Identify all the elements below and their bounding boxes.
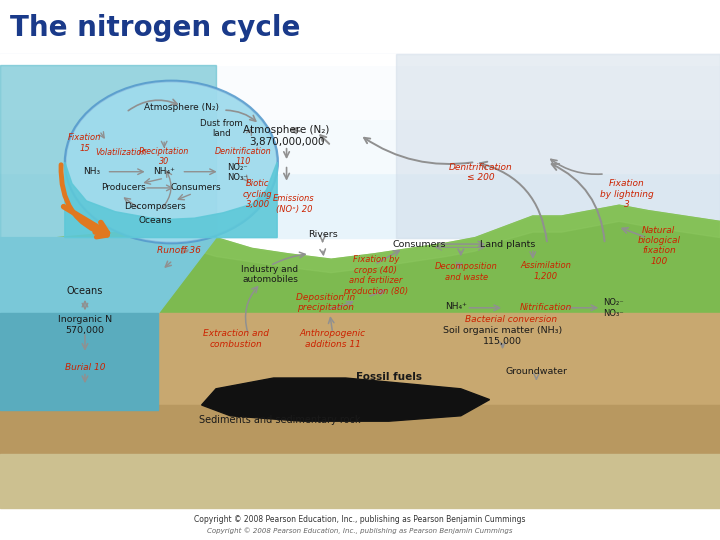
Bar	[0, 54, 720, 238]
Text: Assimilation
1,200: Assimilation 1,200	[521, 261, 571, 281]
Text: Copyright © 2008 Pearson Education, Inc., publishing as Pearson Benjamin Cumming: Copyright © 2008 Pearson Education, Inc.…	[207, 527, 513, 534]
Text: Fixation
by lightning
3: Fixation by lightning 3	[600, 179, 653, 210]
Text: Fossil fuels: Fossil fuels	[356, 372, 422, 382]
Bar	[0, 405, 720, 459]
Polygon shape	[0, 238, 216, 313]
FancyArrowPatch shape	[552, 164, 605, 241]
Polygon shape	[0, 65, 216, 238]
Text: Extraction and
combustion: Extraction and combustion	[203, 329, 269, 349]
Text: Nitrification: Nitrification	[520, 303, 572, 312]
Text: NH₄⁺: NH₄⁺	[153, 167, 175, 176]
FancyArrowPatch shape	[61, 165, 107, 237]
Text: Runoff 36: Runoff 36	[157, 246, 200, 255]
Polygon shape	[202, 378, 490, 421]
Polygon shape	[0, 205, 720, 313]
Text: Volatilization: Volatilization	[95, 148, 147, 157]
Text: Precipitation
30: Precipitation 30	[139, 147, 189, 166]
Bar	[0, 54, 720, 65]
Text: Groundwater: Groundwater	[505, 367, 567, 376]
Text: Copyright © 2008 Pearson Education, Inc., publishing as Pearson Benjamin Cumming: Copyright © 2008 Pearson Education, Inc.…	[194, 515, 526, 524]
Polygon shape	[65, 162, 277, 238]
Bar	[0, 54, 720, 173]
Bar	[0, 454, 720, 508]
Text: Bacterial conversion: Bacterial conversion	[465, 315, 557, 324]
Text: Denitrification
110: Denitrification 110	[215, 147, 271, 166]
Text: Dust from
land: Dust from land	[200, 119, 243, 138]
Text: NO₂⁻
NO₃⁻: NO₂⁻ NO₃⁻	[603, 298, 624, 318]
Text: Anthropogenic
additions 11: Anthropogenic additions 11	[300, 329, 366, 349]
Polygon shape	[180, 205, 720, 273]
Bar	[0, 54, 720, 119]
Text: Consumers: Consumers	[392, 240, 446, 248]
Polygon shape	[0, 313, 158, 410]
Text: NH₃: NH₃	[84, 167, 101, 176]
Text: Inorganic N
570,000: Inorganic N 570,000	[58, 315, 112, 335]
Text: NO₂⁻
NO₃⁻: NO₂⁻ NO₃⁻	[228, 163, 248, 183]
Text: The nitrogen cycle: The nitrogen cycle	[10, 14, 300, 42]
Text: Land plants: Land plants	[480, 240, 535, 248]
Text: Denitrification
≤ 200: Denitrification ≤ 200	[449, 163, 513, 183]
Text: Biotic
cycling
3,000: Biotic cycling 3,000	[243, 179, 273, 210]
Text: Oceans: Oceans	[138, 216, 171, 225]
Text: Burial 10: Burial 10	[65, 363, 105, 372]
Text: Emissions
(NOˣ) 20: Emissions (NOˣ) 20	[273, 194, 315, 214]
Text: NH₄⁺: NH₄⁺	[446, 302, 467, 311]
Text: Consumers: Consumers	[171, 184, 221, 192]
Text: Natural
biological
fixation
100: Natural biological fixation 100	[637, 226, 680, 266]
Ellipse shape	[66, 82, 276, 242]
FancyArrowPatch shape	[480, 162, 547, 241]
Text: Decomposers: Decomposers	[124, 202, 186, 211]
Ellipse shape	[65, 81, 277, 243]
Text: Fixation
15: Fixation 15	[68, 133, 102, 153]
Text: Atmosphere (N₂): Atmosphere (N₂)	[144, 104, 219, 112]
Text: Industry and
automobiles: Industry and automobiles	[241, 265, 299, 284]
Text: Decomposition
and waste: Decomposition and waste	[435, 262, 498, 282]
Text: Fixation by
crops (40)
and fertilizer
production (80): Fixation by crops (40) and fertilizer pr…	[343, 255, 408, 295]
Text: Sediments and sedimentary rock: Sediments and sedimentary rock	[199, 415, 360, 425]
Bar	[0, 313, 720, 410]
Text: Deposition in
precipitation: Deposition in precipitation	[296, 293, 355, 312]
Text: Atmosphere (N₂)
3,870,000,000: Atmosphere (N₂) 3,870,000,000	[243, 125, 330, 147]
Polygon shape	[396, 54, 720, 238]
Text: Producers: Producers	[102, 184, 146, 192]
Text: Soil organic matter (NH₃)
115,000: Soil organic matter (NH₃) 115,000	[443, 326, 562, 346]
Text: Rivers: Rivers	[307, 230, 338, 239]
Text: Oceans: Oceans	[67, 286, 103, 295]
